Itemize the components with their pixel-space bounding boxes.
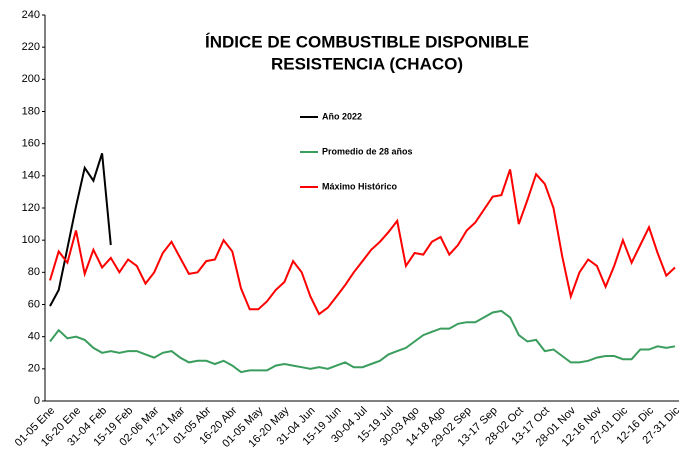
y-tick-label: 120 xyxy=(22,202,40,214)
chart-title: RESISTENCIA (CHACO) xyxy=(271,54,463,73)
y-tick-label: 240 xyxy=(22,9,40,21)
y-tick-label: 60 xyxy=(28,298,40,310)
legend-label: Promedio de 28 años xyxy=(322,146,413,156)
y-tick-label: 220 xyxy=(22,41,40,53)
legend-label: Máximo Histórico xyxy=(322,181,398,191)
y-tick-label: 140 xyxy=(22,170,40,182)
y-tick-label: 0 xyxy=(34,395,40,407)
y-tick-label: 100 xyxy=(22,234,40,246)
series-line xyxy=(49,169,676,316)
y-tick-label: 160 xyxy=(22,138,40,150)
y-tick-label: 20 xyxy=(28,363,40,375)
y-tick-label: 80 xyxy=(28,266,40,278)
y-tick-label: 180 xyxy=(22,105,40,117)
series-line xyxy=(49,309,676,374)
y-tick-label: 200 xyxy=(22,73,40,85)
series-line xyxy=(49,152,112,307)
y-tick-label: 40 xyxy=(28,331,40,343)
chart-title: ÍNDICE DE COMBUSTIBLE DISPONIBLE xyxy=(205,32,529,51)
legend-label: Año 2022 xyxy=(322,111,362,121)
